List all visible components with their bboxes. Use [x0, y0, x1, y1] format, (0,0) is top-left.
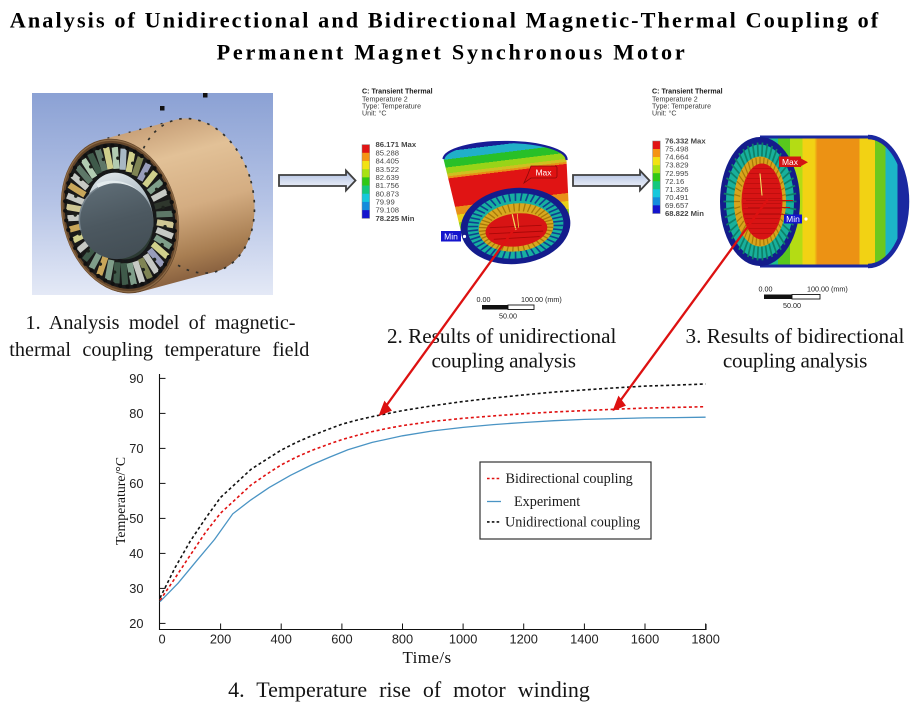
- svg-text:79.99: 79.99: [376, 198, 395, 207]
- svg-text:84.405: 84.405: [376, 157, 400, 166]
- svg-text:50.00: 50.00: [783, 301, 801, 310]
- svg-text:800: 800: [392, 632, 413, 647]
- svg-text:40: 40: [129, 546, 143, 561]
- svg-text:90: 90: [129, 371, 143, 386]
- svg-text:Unidirectional coupling: Unidirectional coupling: [505, 515, 640, 531]
- svg-text:Type: Temperature: Type: Temperature: [652, 102, 711, 110]
- svg-text:50: 50: [129, 511, 143, 526]
- svg-text:Unit: °C: Unit: °C: [652, 109, 677, 117]
- svg-text:Bidirectional coupling: Bidirectional coupling: [506, 471, 633, 487]
- svg-text:60: 60: [129, 476, 143, 491]
- svg-text:thermal coupling temperature f: thermal coupling temperature field: [9, 339, 309, 361]
- svg-text:1200: 1200: [509, 632, 537, 647]
- svg-text:coupling analysis: coupling analysis: [723, 349, 867, 373]
- svg-text:80: 80: [129, 406, 143, 421]
- svg-text:81.756: 81.756: [376, 181, 400, 190]
- svg-text:71.326: 71.326: [665, 185, 689, 194]
- svg-text:74.664: 74.664: [665, 153, 689, 162]
- svg-text:Min: Min: [786, 214, 800, 224]
- svg-text:73.829: 73.829: [665, 161, 689, 170]
- svg-text:72.995: 72.995: [665, 169, 689, 178]
- svg-text:86.171 Max: 86.171 Max: [376, 140, 417, 149]
- svg-text:1000: 1000: [449, 632, 477, 647]
- svg-text:0: 0: [158, 632, 165, 647]
- svg-text:Max: Max: [782, 157, 799, 167]
- svg-text:200: 200: [210, 632, 231, 647]
- svg-text:C: Transient Thermal: C: Transient Thermal: [652, 88, 723, 96]
- svg-text:Temperature 2: Temperature 2: [652, 95, 698, 103]
- svg-text:Time/s: Time/s: [402, 648, 451, 667]
- svg-text:400: 400: [271, 632, 292, 647]
- svg-text:1. Analysis model of magnetic-: 1. Analysis model of magnetic-: [25, 312, 295, 334]
- svg-text:0.00: 0.00: [477, 295, 491, 304]
- svg-text:72.16: 72.16: [665, 177, 684, 186]
- svg-text:600: 600: [331, 632, 352, 647]
- svg-text:Temperature 2: Temperature 2: [362, 95, 408, 103]
- svg-text:1600: 1600: [631, 632, 659, 647]
- svg-text:82.639: 82.639: [376, 173, 400, 182]
- svg-text:80.873: 80.873: [376, 189, 400, 198]
- svg-text:83.522: 83.522: [376, 165, 400, 174]
- svg-text:70.491: 70.491: [665, 193, 689, 202]
- svg-text:Type: Temperature: Type: Temperature: [362, 102, 421, 110]
- svg-text:1400: 1400: [570, 632, 598, 647]
- svg-text:0.00: 0.00: [759, 285, 773, 294]
- svg-text:coupling analysis: coupling analysis: [431, 349, 575, 373]
- svg-text:78.225 Min: 78.225 Min: [376, 214, 415, 223]
- svg-text:Unit: °C: Unit: °C: [362, 109, 387, 117]
- svg-text:75.498: 75.498: [665, 145, 689, 154]
- svg-text:68.822 Min: 68.822 Min: [665, 209, 704, 218]
- svg-text:76.332 Max: 76.332 Max: [665, 137, 706, 146]
- svg-text:3. Results of bidirectional: 3. Results of bidirectional: [686, 324, 905, 348]
- svg-text:4. Temperature rise of motor w: 4. Temperature rise of motor winding: [228, 677, 590, 702]
- svg-text:70: 70: [129, 441, 143, 456]
- svg-text:2. Results of unidirectional: 2. Results of unidirectional: [387, 324, 617, 348]
- svg-text:Experiment: Experiment: [514, 494, 580, 510]
- svg-text:100.00 (mm): 100.00 (mm): [521, 295, 562, 304]
- svg-text:30: 30: [129, 581, 143, 596]
- svg-text:100.00 (mm): 100.00 (mm): [807, 285, 848, 294]
- svg-text:85.288: 85.288: [376, 148, 400, 157]
- svg-text:79.108: 79.108: [376, 206, 400, 215]
- svg-text:1800: 1800: [691, 632, 719, 647]
- svg-text:50.00: 50.00: [499, 312, 517, 321]
- svg-text:Min: Min: [444, 232, 458, 242]
- svg-text:Temperature/°C: Temperature/°C: [113, 457, 128, 545]
- svg-text:Permanent Magnet Synchronous M: Permanent Magnet Synchronous Motor: [217, 39, 688, 64]
- svg-text:Analysis of Unidirectional and: Analysis of Unidirectional and Bidirecti…: [10, 8, 881, 33]
- svg-text:C: Transient Thermal: C: Transient Thermal: [362, 88, 433, 96]
- svg-text:Max: Max: [535, 168, 552, 178]
- svg-text:69.657: 69.657: [665, 201, 689, 210]
- svg-text:20: 20: [129, 616, 143, 631]
